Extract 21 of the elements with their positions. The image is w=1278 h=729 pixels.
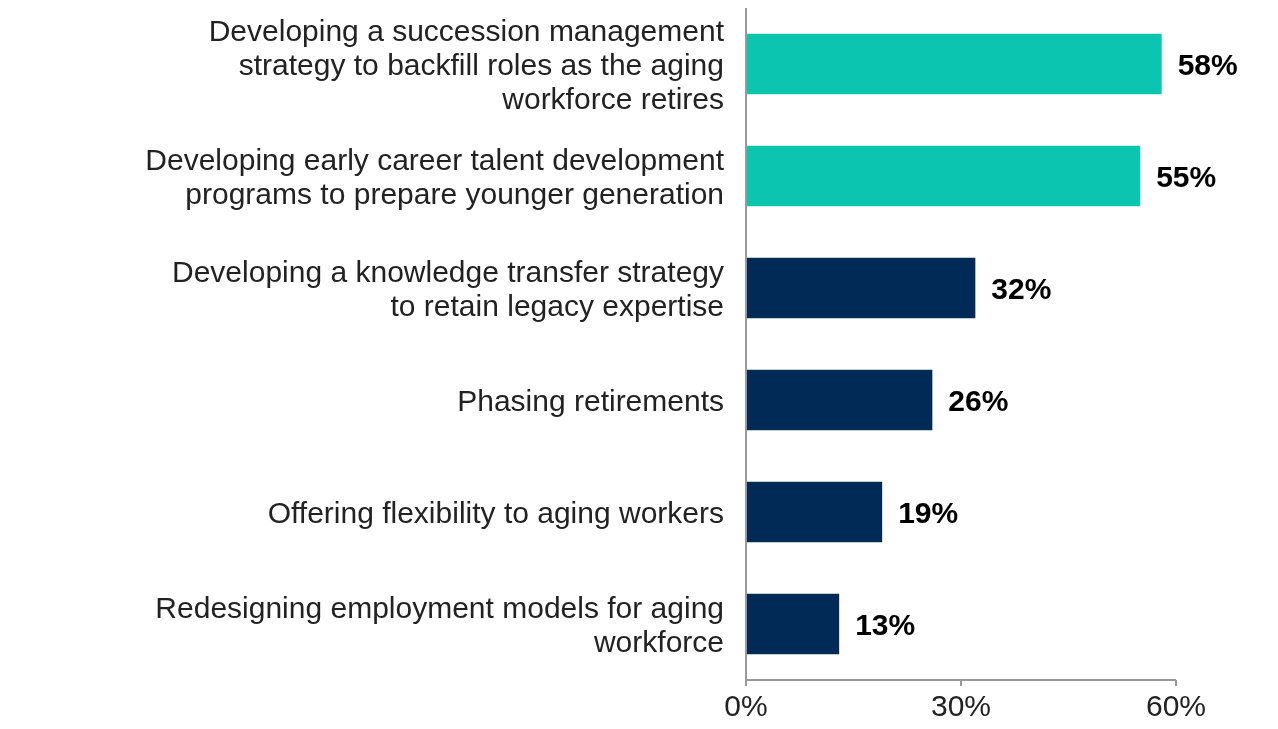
y-tick-label: Developing early career talent development programs to prepare younger generation [145,142,725,210]
y-tick-label: Developing a succession management strategy to backfill roles as the aging workforce retires [208,13,725,115]
y-tick-label: Redesigning employment models for aging workforce [155,590,724,658]
data-label: 19% [898,495,959,529]
data-label: 26% [948,383,1009,417]
bar [746,33,1162,95]
y-tick-label: Offering flexibility to aging workers [267,495,724,529]
y-tick-label: Developing a knowledge transfer strategy to retain legacy expertise [172,254,724,322]
bar [746,257,976,319]
bar [746,145,1141,207]
data-label: 32% [991,271,1052,305]
x-tick-label: 60% [1145,689,1207,722]
data-label: 13% [855,607,916,641]
y-tick-label: Phasing retirements [457,383,724,417]
x-tick-label: 0% [724,689,768,722]
bar [746,593,840,655]
data-label: 58% [1177,47,1238,81]
data-label: 55% [1156,159,1217,193]
x-tick-label: 30% [930,689,992,722]
bar [746,369,933,431]
bar [746,481,883,543]
